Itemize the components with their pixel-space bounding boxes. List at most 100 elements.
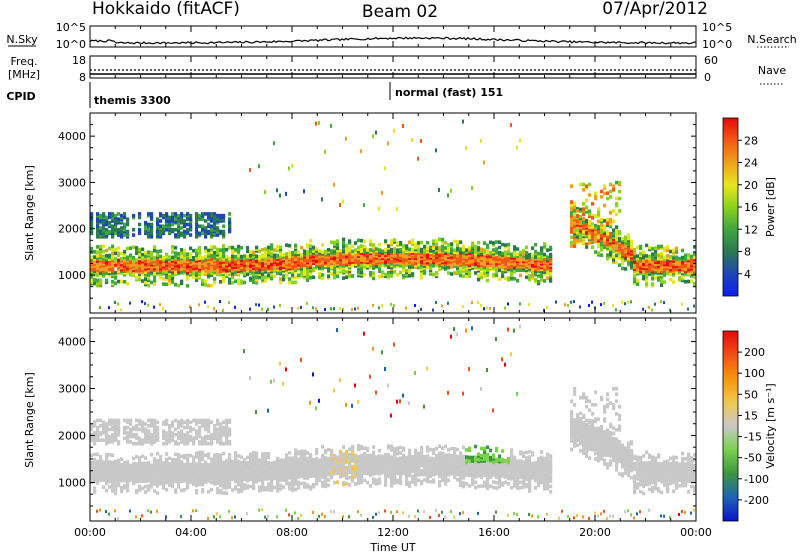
heatmap-cell <box>240 461 243 465</box>
heatmap-cell <box>117 440 120 444</box>
heatmap-cell <box>498 277 501 281</box>
heatmap-cell <box>171 280 174 284</box>
heatmap-cell <box>339 252 342 256</box>
heatmap-cell <box>438 257 441 261</box>
heatmap-cell <box>279 267 282 271</box>
heatmap-cell <box>267 308 269 311</box>
heatmap-cell <box>318 272 321 276</box>
heatmap-cell <box>204 226 207 230</box>
heatmap-cell <box>156 459 159 463</box>
heatmap-cell <box>102 260 105 264</box>
heatmap-cell <box>654 266 657 270</box>
heatmap-cell <box>96 245 99 249</box>
heatmap-cell <box>600 253 603 257</box>
cpid-entry-2: normal (fast) 151 <box>395 86 503 99</box>
heatmap-cell <box>660 283 663 287</box>
heatmap-cell <box>273 486 276 490</box>
velocity-heatmap <box>90 325 696 520</box>
heatmap-cell <box>255 246 258 250</box>
heatmap-cell <box>186 223 189 227</box>
heatmap-cell <box>195 435 198 439</box>
heatmap-cell <box>216 251 219 255</box>
heatmap-cell <box>165 253 168 257</box>
heatmap-cell <box>204 301 206 304</box>
heatmap-cell <box>234 515 236 518</box>
heatmap-cell <box>168 216 171 220</box>
heatmap-cell <box>105 433 108 437</box>
heatmap-cell <box>618 190 621 194</box>
heatmap-cell <box>180 437 183 441</box>
heatmap-cell <box>264 468 267 472</box>
heatmap-cell <box>528 303 530 306</box>
heatmap-cell <box>606 257 609 261</box>
heatmap-cell <box>444 246 447 250</box>
heatmap-cell <box>537 252 540 256</box>
heatmap-cell <box>525 275 528 279</box>
heatmap-cell <box>315 307 317 310</box>
heatmap-cell <box>198 224 201 228</box>
heatmap-cell <box>651 252 654 256</box>
heatmap-cell <box>315 122 317 126</box>
heatmap-cell <box>204 440 207 444</box>
heatmap-cell <box>174 212 177 216</box>
heatmap-cell <box>207 456 210 460</box>
heatmap-cell <box>285 275 288 279</box>
heatmap-cell <box>306 271 309 275</box>
heatmap-cell <box>132 426 135 430</box>
heatmap-cell <box>294 511 296 514</box>
heatmap-cell <box>645 282 648 286</box>
heatmap-cell <box>132 228 135 232</box>
heatmap-cell <box>93 268 96 272</box>
heatmap-cell <box>378 248 381 252</box>
heatmap-cell <box>174 283 177 287</box>
heatmap-cell <box>288 487 291 491</box>
heatmap-cell <box>660 280 663 284</box>
heatmap-cell <box>156 250 159 254</box>
heatmap-cell <box>513 252 516 256</box>
heatmap-cell <box>198 231 201 235</box>
heatmap-cell <box>150 251 153 255</box>
heatmap-cell <box>594 235 597 239</box>
heatmap-cell <box>183 259 186 263</box>
heatmap-cell <box>570 301 572 304</box>
heatmap-cell <box>453 240 456 244</box>
heatmap-cell <box>462 266 465 270</box>
heatmap-cell <box>543 258 546 262</box>
heatmap-cell <box>297 273 300 277</box>
heatmap-cell <box>120 308 122 311</box>
heatmap-cell <box>594 191 597 195</box>
heatmap-cell <box>117 484 120 488</box>
heatmap-cell <box>660 268 663 272</box>
heatmap-cell <box>135 489 138 493</box>
heatmap-cell <box>138 437 141 441</box>
heatmap-cell <box>120 214 123 218</box>
heatmap-cell <box>333 463 336 467</box>
heatmap-cell <box>384 166 386 170</box>
heatmap-cell <box>180 226 183 230</box>
heatmap-cell <box>411 138 413 142</box>
heatmap-cell <box>228 457 231 461</box>
heatmap-cell <box>207 517 209 520</box>
heatmap-cell <box>486 273 489 277</box>
heatmap-cell <box>237 488 240 492</box>
heatmap-cell <box>666 261 669 265</box>
heatmap-cell <box>129 440 132 444</box>
heatmap-cell <box>144 260 147 264</box>
heatmap-cell <box>585 199 588 203</box>
heatmap-cell <box>213 428 216 432</box>
heatmap-cell <box>138 456 141 460</box>
heatmap-cell <box>519 139 521 143</box>
heatmap-cell <box>216 512 218 515</box>
heatmap-cell <box>213 224 216 228</box>
heatmap-cell <box>117 426 120 430</box>
heatmap-cell <box>114 301 116 304</box>
heatmap-cell <box>243 281 246 285</box>
heatmap-cell <box>228 510 230 513</box>
heatmap-cell <box>642 277 645 281</box>
heatmap-cell <box>429 246 432 250</box>
heatmap-cell <box>303 485 306 489</box>
heatmap-cell <box>144 428 147 432</box>
heatmap-cell <box>570 207 573 211</box>
heatmap-cell <box>414 304 416 307</box>
heatmap-cell <box>141 428 144 432</box>
